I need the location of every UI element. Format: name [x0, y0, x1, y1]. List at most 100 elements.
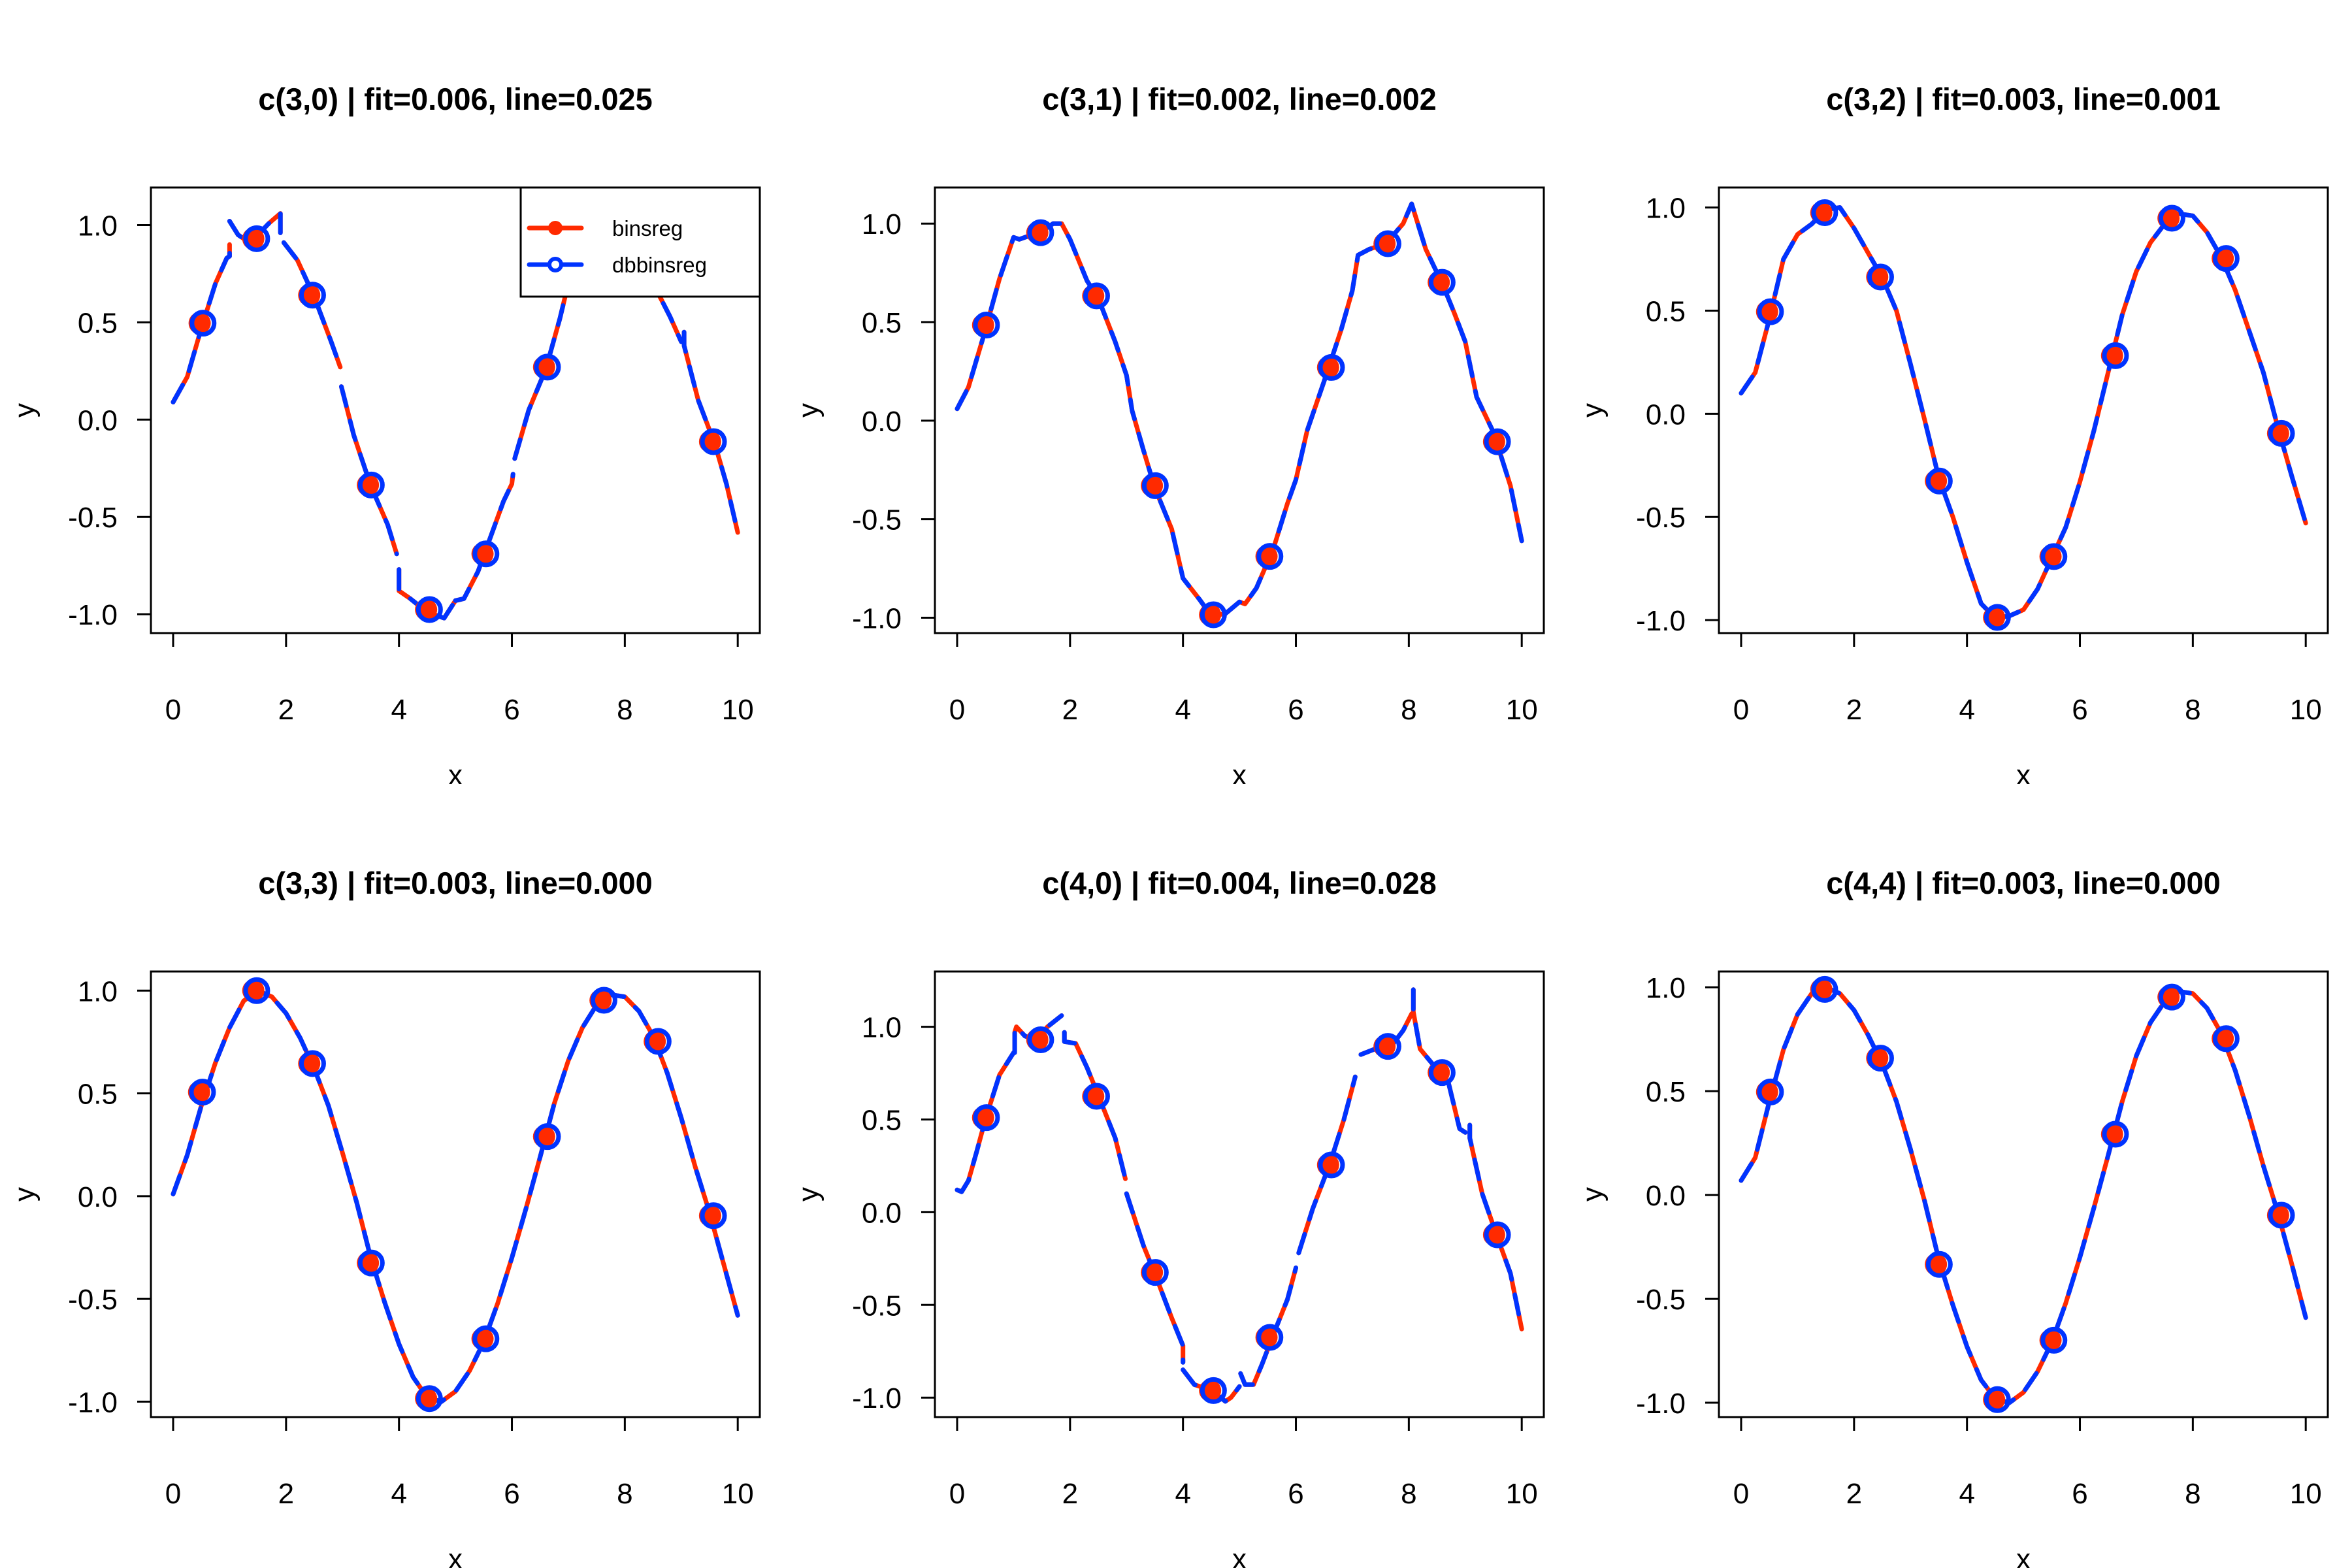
y-axis: -1.0 -0.5 0.0 0.5 1.0 [1636, 193, 1719, 637]
panel-c3-1: c(3,1) | fit=0.002, line=0.002 0 2 4 6 8 10 x -1… [784, 0, 1568, 784]
dbbinsreg-point [472, 540, 500, 568]
plot-area [955, 201, 1524, 629]
dbbinsreg-point [2102, 1120, 2129, 1148]
y-tick-label: 0.5 [78, 1079, 118, 1111]
y-tick-label: -0.5 [852, 504, 902, 536]
y-tick-label: 0.5 [1646, 295, 1686, 327]
x-tick-label: 4 [1959, 694, 1974, 726]
dbbinsreg-point [1141, 472, 1169, 499]
dbbinsreg-point [2102, 342, 2129, 369]
legend-filled-circle-icon [548, 221, 563, 235]
dbbinsreg-point [2158, 204, 2185, 232]
x-tick-label: 4 [1959, 1478, 1974, 1510]
dbbinsreg-point [1984, 1386, 2011, 1413]
x-axis: 0 2 4 6 8 10 [165, 633, 754, 726]
dbbinsreg-point [1200, 601, 1227, 629]
dbbinsreg-point [2158, 983, 2185, 1011]
chart-svg: c(3,3) | fit=0.003, line=0.000 0 2 4 6 8 10 x -1… [8, 866, 761, 1568]
y-tick-label: 0.5 [862, 1104, 902, 1136]
x-axis-label: x [1232, 1543, 1247, 1568]
legend-open-circle-icon [547, 257, 563, 272]
x-tick-label: 8 [2185, 694, 2200, 726]
y-tick-label: 0.0 [1646, 1180, 1686, 1212]
chart-title: c(3,2) | fit=0.003, line=0.001 [1826, 82, 2221, 116]
x-tick-label: 0 [165, 694, 181, 726]
dbbinsreg-line-segment [453, 472, 515, 603]
x-tick-label: 8 [617, 694, 632, 726]
y-axis-label: y [8, 1187, 41, 1201]
x-tick-label: 0 [949, 1478, 965, 1510]
y-axis-label: y [792, 1187, 825, 1201]
x-tick-label: 10 [1506, 1478, 1538, 1510]
x-tick-label: 10 [2290, 694, 2322, 726]
panel-c4-4: c(4,4) | fit=0.003, line=0.000 0 2 4 6 8 10 x -1… [1568, 784, 2352, 1568]
dbbinsreg-point [189, 1079, 216, 1106]
dbbinsreg-line-segment [1062, 1030, 1128, 1181]
y-tick-label: 0.0 [78, 1181, 118, 1213]
x-tick-label: 10 [2290, 1478, 2322, 1510]
plot-area [171, 977, 740, 1413]
y-tick-label: -1.0 [852, 602, 902, 634]
x-axis: 0 2 4 6 8 10 [1733, 633, 2322, 726]
dbbinsreg-line-segment [281, 240, 343, 370]
dbbinsreg-point [973, 1104, 1000, 1132]
x-tick-label: 6 [2072, 694, 2087, 726]
plot-area [955, 987, 1524, 1404]
panel-c3-0: c(3,0) | fit=0.006, line=0.025 0 2 4 6 8 10 x -1… [0, 0, 784, 784]
chart-svg: c(4,0) | fit=0.004, line=0.028 0 2 4 6 8 10 x -1… [792, 866, 1545, 1568]
y-tick-label: 0.0 [1646, 399, 1686, 431]
y-tick-label: 1.0 [1646, 972, 1686, 1004]
x-axis-label: x [1232, 759, 1247, 784]
dbbinsreg-line-segment [1012, 1013, 1064, 1055]
dbbinsreg-line-segment [1358, 1011, 1414, 1057]
x-tick-label: 10 [722, 694, 754, 726]
chart-title: c(4,0) | fit=0.004, line=0.028 [1042, 866, 1437, 900]
y-tick-label: -1.0 [68, 1386, 118, 1418]
dbbinsreg-point [1318, 1151, 1345, 1179]
y-tick-label: 0.5 [1646, 1076, 1686, 1108]
dbbinsreg-point [1428, 269, 1456, 296]
dbbinsreg-point [1141, 1259, 1169, 1286]
x-tick-label: 6 [504, 1478, 519, 1510]
dbbinsreg-point [1757, 1078, 1784, 1105]
plot-frame [150, 186, 761, 634]
plot-frame [1718, 186, 2329, 634]
dbbinsreg-point [1811, 975, 1838, 1003]
x-axis: 0 2 4 6 8 10 [1733, 1417, 2322, 1510]
dbbinsreg-point [1757, 298, 1784, 325]
y-axis: -1.0 -0.5 0.0 0.5 1.0 [68, 975, 151, 1418]
x-tick-label: 2 [278, 694, 294, 726]
x-axis: 0 2 4 6 8 10 [949, 633, 1538, 726]
x-tick-label: 6 [1288, 694, 1303, 726]
dbbinsreg-point [644, 1028, 672, 1055]
x-axis-label: x [2016, 759, 2031, 784]
x-tick-label: 0 [949, 694, 965, 726]
dbbinsreg-point [1374, 1033, 1401, 1060]
dbbinsreg-point [357, 471, 385, 498]
dbbinsreg-point [1200, 1377, 1227, 1404]
y-tick-label: -0.5 [68, 502, 118, 534]
legend-label: binsreg [612, 216, 683, 240]
x-tick-label: 6 [1288, 1478, 1303, 1510]
y-tick-label: -1.0 [1636, 1388, 1686, 1420]
dbbinsreg-line-segment [1467, 1122, 1524, 1331]
x-tick-label: 2 [1062, 1478, 1078, 1510]
y-tick-label: -0.5 [852, 1290, 902, 1322]
dbbinsreg-line-segment [512, 281, 571, 461]
dbbinsreg-line-segment [955, 201, 1524, 618]
plot-frame [934, 970, 1545, 1418]
dbbinsreg-line-segment [681, 329, 740, 535]
y-tick-label: 0.5 [78, 307, 118, 339]
panel-c4-0: c(4,0) | fit=0.004, line=0.028 0 2 4 6 8 10 x -1… [784, 784, 1568, 1568]
dbbinsreg-point [1374, 230, 1401, 257]
x-tick-label: 2 [278, 1478, 294, 1510]
dbbinsreg-point [1428, 1059, 1456, 1086]
dbbinsreg-point [357, 1249, 385, 1277]
dbbinsreg-point [2268, 419, 2295, 447]
y-axis: -1.0 -0.5 0.0 0.5 1.0 [1636, 972, 1719, 1420]
legend-label: dbbinsreg [612, 253, 707, 277]
x-tick-label: 2 [1846, 1478, 1862, 1510]
x-axis-label: x [2016, 1543, 2031, 1568]
y-axis: -1.0 -0.5 0.0 0.5 1.0 [852, 1012, 935, 1414]
chart-svg: c(3,1) | fit=0.002, line=0.002 0 2 4 6 8 10 x -1… [792, 82, 1545, 784]
